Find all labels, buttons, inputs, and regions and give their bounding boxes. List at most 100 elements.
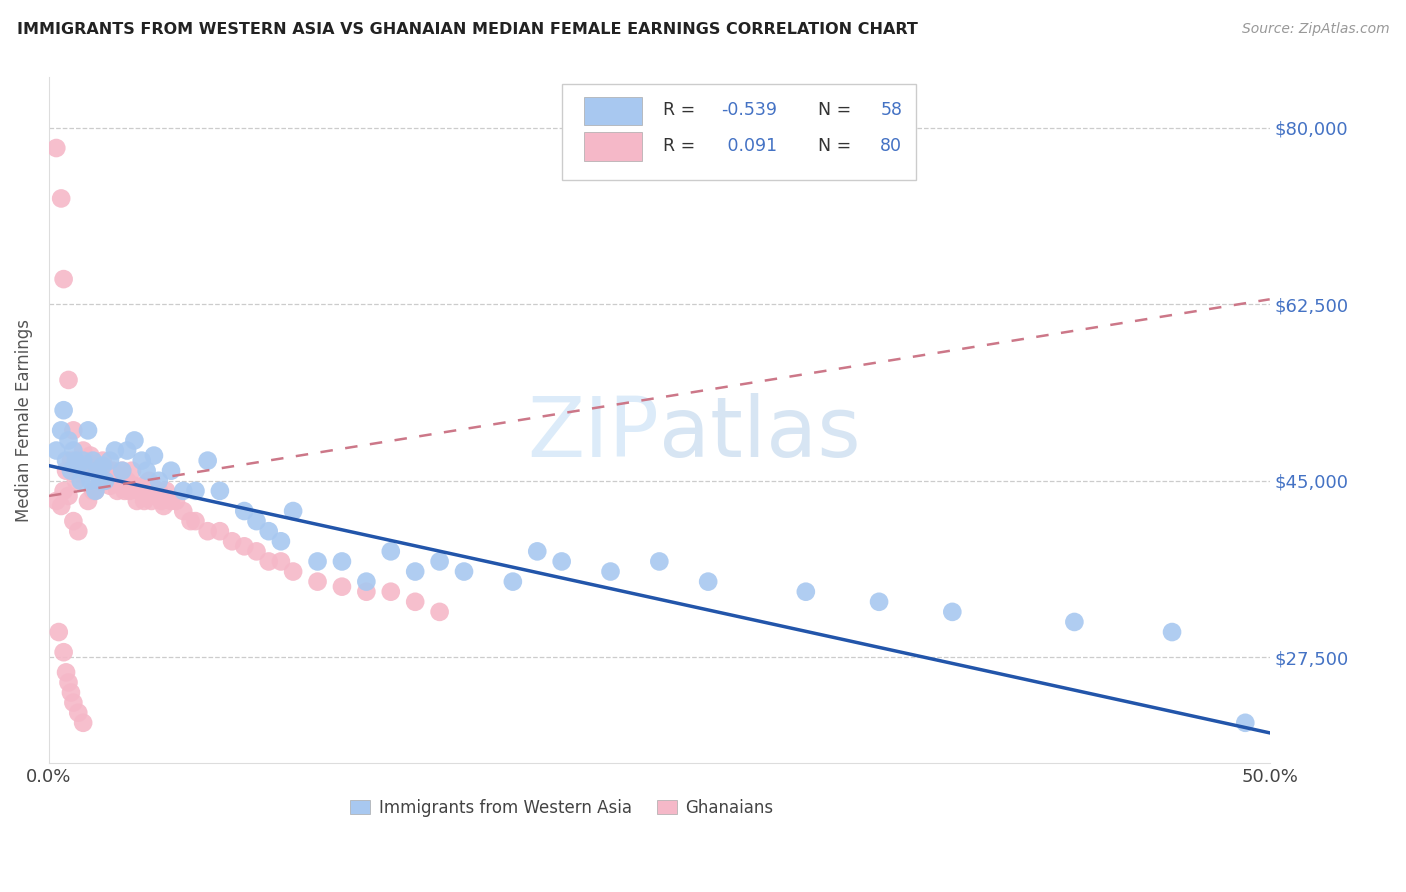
Point xyxy=(131,479,153,493)
Point xyxy=(72,715,94,730)
Point xyxy=(155,483,177,498)
Point xyxy=(125,494,148,508)
Point xyxy=(84,483,107,498)
Point xyxy=(114,483,136,498)
Point xyxy=(307,574,329,589)
Point xyxy=(101,464,124,478)
Point xyxy=(330,554,353,568)
Point xyxy=(58,489,80,503)
Point xyxy=(87,464,110,478)
Point xyxy=(69,464,91,478)
Point xyxy=(111,464,134,478)
Text: Source: ZipAtlas.com: Source: ZipAtlas.com xyxy=(1241,22,1389,37)
Point xyxy=(550,554,572,568)
Text: 0.091: 0.091 xyxy=(721,137,776,155)
Point xyxy=(160,464,183,478)
Point xyxy=(135,483,157,498)
Point xyxy=(67,453,90,467)
Point xyxy=(72,453,94,467)
Point xyxy=(233,504,256,518)
Point xyxy=(65,453,87,467)
Point xyxy=(79,474,101,488)
Point xyxy=(77,423,100,437)
Point xyxy=(197,524,219,539)
Point xyxy=(356,574,378,589)
Point xyxy=(55,665,77,680)
Point xyxy=(160,494,183,508)
Point xyxy=(82,453,104,467)
Text: N =: N = xyxy=(807,137,856,155)
Point xyxy=(58,373,80,387)
Point xyxy=(257,524,280,539)
Point xyxy=(51,191,73,205)
Point xyxy=(84,483,107,498)
Point xyxy=(94,474,117,488)
Point xyxy=(307,554,329,568)
Point xyxy=(55,453,77,467)
Point xyxy=(59,685,82,699)
Point xyxy=(270,554,292,568)
Point xyxy=(356,584,378,599)
Y-axis label: Median Female Earnings: Median Female Earnings xyxy=(15,318,32,522)
Point xyxy=(87,464,110,478)
Point xyxy=(67,458,90,473)
Point xyxy=(82,464,104,478)
Point xyxy=(51,423,73,437)
Point xyxy=(208,524,231,539)
Point xyxy=(62,514,84,528)
FancyBboxPatch shape xyxy=(583,96,643,126)
Point xyxy=(429,605,451,619)
Point xyxy=(281,565,304,579)
Point xyxy=(45,494,67,508)
Point xyxy=(429,554,451,568)
Point xyxy=(142,449,165,463)
Point xyxy=(115,474,138,488)
Point xyxy=(868,595,890,609)
Text: ZIP: ZIP xyxy=(527,393,659,475)
Text: 58: 58 xyxy=(880,102,903,120)
Point xyxy=(69,474,91,488)
Point xyxy=(118,483,141,498)
Point xyxy=(97,464,120,478)
Point xyxy=(77,464,100,478)
Point xyxy=(62,423,84,437)
Point xyxy=(184,514,207,528)
Point xyxy=(128,483,150,498)
Point xyxy=(59,464,82,478)
Point xyxy=(152,499,174,513)
Point xyxy=(172,504,194,518)
Point xyxy=(98,479,121,493)
FancyBboxPatch shape xyxy=(561,85,915,180)
Point xyxy=(148,483,170,498)
Text: atlas: atlas xyxy=(659,393,860,475)
Point xyxy=(134,494,156,508)
Point xyxy=(1161,625,1184,640)
Point xyxy=(67,706,90,720)
Point xyxy=(599,565,621,579)
Point xyxy=(180,514,202,528)
Point xyxy=(94,474,117,488)
Text: R =: R = xyxy=(664,102,700,120)
Point xyxy=(89,474,111,488)
Point xyxy=(75,453,97,467)
Point xyxy=(62,696,84,710)
Point xyxy=(165,494,187,508)
Text: R =: R = xyxy=(664,137,700,155)
Point xyxy=(124,479,146,493)
Point xyxy=(1063,615,1085,629)
Point xyxy=(697,574,720,589)
Point xyxy=(453,565,475,579)
Point xyxy=(145,489,167,503)
Point xyxy=(197,453,219,467)
Text: IMMIGRANTS FROM WESTERN ASIA VS GHANAIAN MEDIAN FEMALE EARNINGS CORRELATION CHAR: IMMIGRANTS FROM WESTERN ASIA VS GHANAIAN… xyxy=(17,22,918,37)
Point xyxy=(281,504,304,518)
Point xyxy=(67,524,90,539)
Point xyxy=(89,474,111,488)
Point xyxy=(52,403,75,417)
Point xyxy=(1234,715,1257,730)
Point xyxy=(380,584,402,599)
Point xyxy=(141,494,163,508)
Point xyxy=(794,584,817,599)
Text: N =: N = xyxy=(807,102,856,120)
Point xyxy=(75,464,97,478)
